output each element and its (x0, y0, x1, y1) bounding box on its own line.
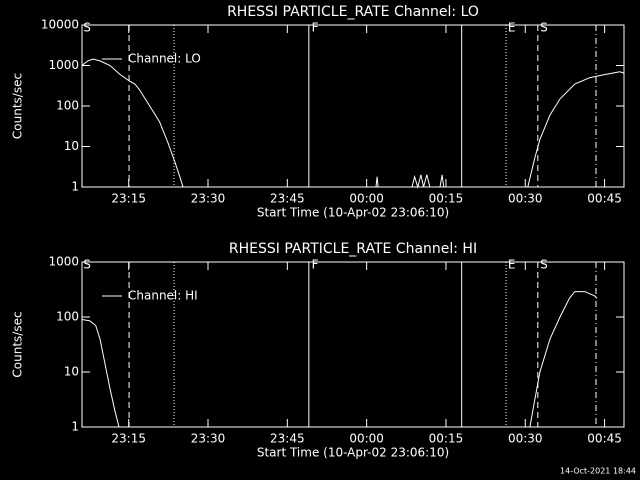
plot-frame (81, 24, 625, 188)
x-tick-label: 00:45 (587, 432, 622, 446)
event-label: E (508, 258, 516, 272)
legend-label: Channel: HI (128, 289, 198, 303)
chart-title: RHESSI PARTICLE_RATE Channel: HI (229, 241, 477, 257)
event-label: S (540, 21, 548, 35)
event-label: F (312, 21, 319, 35)
x-tick-label: 00:30 (508, 432, 543, 446)
x-tick-label: 00:15 (429, 192, 464, 206)
y-tick-label: 1 (71, 420, 79, 434)
x-tick-label: 23:15 (111, 432, 146, 446)
x-tick-label: 23:45 (270, 192, 305, 206)
x-tick-label: 00:00 (349, 432, 384, 446)
y-tick-label: 1 (71, 180, 79, 194)
y-tick-label: 10 (64, 139, 79, 153)
y-tick-label: 100 (56, 310, 79, 324)
x-axis-label: Start Time (10-Apr-02 23:06:10) (257, 206, 449, 220)
x-tick-label: 23:30 (191, 432, 226, 446)
y-tick-label: 10000 (41, 18, 79, 32)
x-tick-label: 23:45 (270, 432, 305, 446)
data-line (81, 291, 598, 428)
event-label: E (508, 21, 516, 35)
chart-title: RHESSI PARTICLE_RATE Channel: LO (227, 4, 479, 20)
x-tick-label: 00:15 (429, 432, 464, 446)
x-tick-label: 00:45 (587, 192, 622, 206)
y-tick-label: 1000 (48, 58, 79, 72)
y-axis-label: Counts/sec (11, 311, 25, 377)
x-tick-label: 00:30 (508, 192, 543, 206)
y-tick-label: 10 (64, 365, 79, 379)
x-tick-label: 00:00 (349, 192, 384, 206)
x-tick-label: 23:15 (111, 192, 146, 206)
x-tick-label: 23:30 (191, 192, 226, 206)
event-label: F (312, 258, 319, 272)
footer: 14-Oct-2021 18:44 (560, 467, 636, 476)
x-axis-label: Start Time (10-Apr-02 23:06:10) (257, 446, 449, 460)
event-label: S (83, 258, 91, 272)
y-tick-label: 1000 (48, 255, 79, 269)
plot-frame (81, 261, 625, 428)
y-axis-label: Counts/sec (11, 73, 25, 139)
y-tick-label: 100 (56, 99, 79, 113)
legend-label: Channel: LO (128, 52, 201, 66)
event-label: S (540, 258, 548, 272)
data-line (81, 58, 625, 189)
event-label: S (83, 21, 91, 35)
